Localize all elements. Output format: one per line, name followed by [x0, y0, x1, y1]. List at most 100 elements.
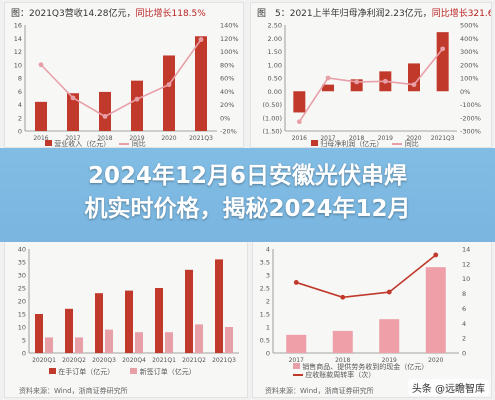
- y2-tick-label: 120%: [220, 35, 239, 43]
- y2-tick-label: 100%: [220, 48, 239, 56]
- y2-tick-label: 12: [462, 260, 470, 268]
- bar: [75, 337, 83, 353]
- y-tick-label: 2: [18, 114, 22, 122]
- bar: [225, 327, 233, 353]
- bar: [35, 314, 43, 353]
- bar: [293, 91, 306, 113]
- y2-tick-label: 400%: [460, 35, 479, 43]
- bar: [286, 334, 307, 353]
- bar: [379, 319, 400, 353]
- y-tick-label: 14: [14, 35, 22, 43]
- x-tick-label: 2016: [33, 135, 48, 142]
- headline-text[interactable]: 2024年12月6日安徽光伏串焊 机实时价格，揭秘2024年12月: [0, 160, 495, 226]
- x-tick-label: 2017: [65, 135, 80, 142]
- chart-title-main: 2021上半年归母净利润2.23亿元，: [289, 9, 432, 19]
- line-point: [340, 294, 346, 300]
- revenue-chart: 0 2 4 6 8 10 12 14 16 -20% 0% 20% 40% 60% 80% 100% 120% 1…: [14, 22, 239, 143]
- y2-tick-label: 80%: [220, 61, 234, 69]
- y-tick-label: 2: [266, 298, 270, 306]
- bar: [163, 55, 175, 131]
- y-tick-label: 8: [18, 75, 22, 83]
- source-note: 资料来源：Wind，浙商证券研究所: [19, 387, 128, 395]
- legend: 销售商品、提供劳务收到的现金（亿元） 应收账款周转率（次）: [293, 363, 428, 379]
- line-point: [382, 78, 388, 84]
- source-note: 资料来源：Wind，浙商证券研究所: [265, 387, 374, 395]
- y2-tick-label: 20%: [220, 101, 234, 109]
- line-point: [134, 96, 140, 102]
- profit-chart: 2.50 2.00 1.50 1.00 0.50 0.00 (0.50) (1.00) (1.5…: [262, 22, 481, 143]
- y-tick-label: 10: [18, 324, 26, 332]
- y-tick-label: 0: [266, 350, 270, 358]
- x-tick-label: 2021Q3: [212, 357, 236, 364]
- y2-tick-label: 0%: [460, 88, 470, 96]
- bar: [35, 101, 47, 131]
- bar: [322, 84, 334, 92]
- bar: [215, 259, 223, 353]
- watermark: 头条 @远瞻智库: [407, 379, 489, 396]
- cash-chart: 0 0.5 1 1.5 2 2.5 3 3.5 4 0 2 4 6 8 10 12 14 2017 2018 2019…: [260, 246, 471, 365]
- bar: [195, 324, 203, 353]
- y2-tick-label: 200%: [460, 61, 479, 69]
- chart-title-prefix: 图 5：: [257, 9, 290, 19]
- y-tick-label: 16: [14, 22, 22, 30]
- y-tick-label: 10: [14, 61, 22, 69]
- y-tick-label: 2.50: [268, 22, 282, 30]
- line-point: [38, 62, 44, 68]
- y-tick-label: 1: [266, 324, 270, 332]
- y2-tick-label: 300%: [460, 48, 479, 56]
- bar: [425, 267, 446, 353]
- y2-tick-label: 40%: [220, 88, 234, 96]
- legend-item-backlog: 在手订单（亿元）: [58, 368, 115, 376]
- line-point: [440, 46, 446, 52]
- x-tick-label: 2020Q3: [92, 357, 116, 364]
- bar: [408, 63, 420, 92]
- chart-panel-revenue: 图：2021Q3营收14.28亿元，同比增长118.5% 0 2 4 6 8 10 12 14…: [4, 2, 244, 148]
- y2-tick-label: 14: [462, 246, 470, 254]
- line-point: [411, 82, 417, 88]
- legend-item-bars: 营业收入（亿元）: [54, 140, 111, 148]
- line-point: [293, 280, 299, 285]
- x-tick-label: 2020: [161, 135, 176, 142]
- y-tick-label: 20: [18, 298, 26, 306]
- series-line: [298, 48, 444, 123]
- line-point: [386, 289, 392, 295]
- bar: [65, 308, 73, 353]
- y2-tick-label: 2: [462, 335, 466, 343]
- x-tick-label: 2016: [292, 135, 307, 142]
- legend-item-line: 同比: [404, 140, 419, 148]
- y2-tick-label: 60%: [220, 75, 234, 83]
- y2-tick-label: 140%: [220, 22, 239, 30]
- line-point: [296, 119, 302, 125]
- y2-tick-label: 0%: [220, 114, 230, 122]
- headline-line-2: 机实时价格，揭秘2024年12月: [84, 196, 411, 222]
- line-point: [433, 252, 439, 258]
- chart-title-main: 2021Q3营收14.28亿元，: [29, 9, 136, 19]
- x-tick-label: 2017: [320, 135, 335, 142]
- y2-tick-label: 6: [462, 305, 466, 313]
- legend-item-bars: 归母净利润（亿元）: [320, 140, 384, 148]
- headline-line-1: 2024年12月6日安徽光伏串焊: [87, 163, 408, 189]
- bar: [135, 332, 143, 353]
- chart-panel-cash: 0 0.5 1 1.5 2 2.5 3 3.5 4 0 2 4 6 8 10 12 14 2017 2018 2019…: [252, 240, 492, 398]
- legend-item-turnover: 应收账款周转率（次）: [305, 371, 376, 379]
- chart-title: 图：2021Q3营收14.28亿元，同比增长118.5%: [11, 6, 206, 19]
- bar: [185, 269, 193, 353]
- bar: [105, 329, 113, 353]
- bar: [99, 91, 111, 131]
- chart-title-highlight: 同比增长321.6%: [431, 9, 491, 19]
- y-tick-label: 15: [18, 311, 26, 319]
- y-tick-label: 3.5: [260, 259, 270, 267]
- y2-tick-label: 10: [462, 275, 470, 283]
- y-tick-label: 30: [18, 272, 26, 280]
- chart-panel-orders: 0 5 10 15 20 25 30 35 40 2020Q1 2020Q2 2020Q3 2020Q4…: [4, 240, 248, 398]
- line-point: [70, 95, 76, 101]
- bar: [125, 290, 133, 353]
- bar: [67, 93, 79, 131]
- bar: [155, 288, 163, 353]
- bar: [195, 36, 207, 132]
- y-tick-label: 35: [18, 259, 26, 267]
- x-tick-label: 2018: [335, 357, 350, 364]
- y2-tick-label: -200%: [460, 114, 481, 122]
- bar: [45, 337, 53, 353]
- y-tick-label: (0.50): [262, 101, 282, 109]
